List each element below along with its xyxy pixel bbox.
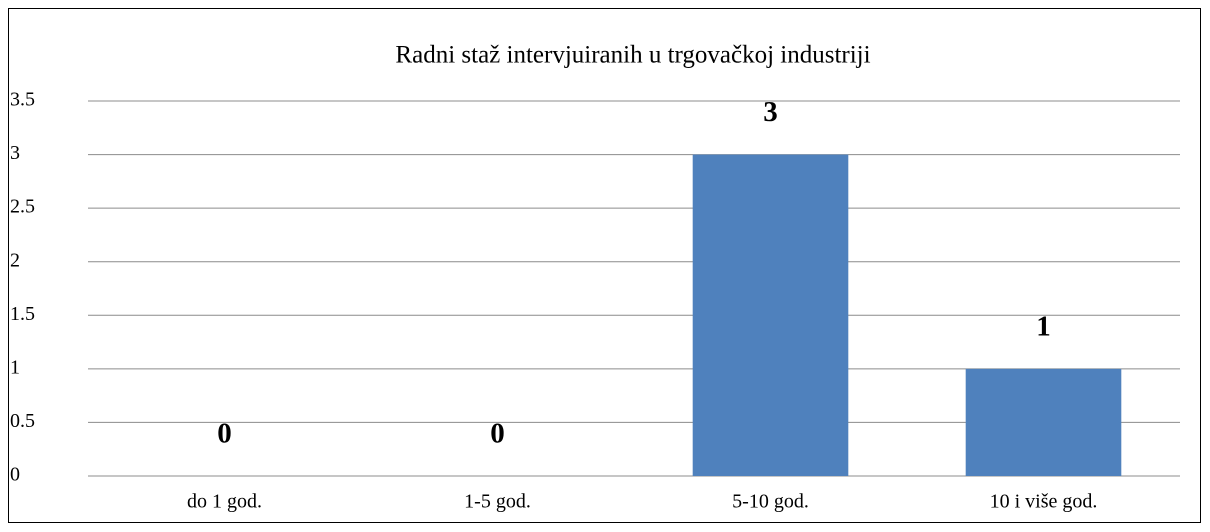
y-tick-label: 3.5: [10, 89, 35, 111]
y-tick-label: 0.5: [10, 410, 35, 432]
data-label: 3: [763, 96, 778, 128]
y-tick-label: 3: [10, 142, 20, 164]
x-tick-label: 5-10 god.: [732, 491, 809, 513]
bar: [965, 368, 1122, 476]
x-tick-label: 1-5 god.: [464, 491, 531, 513]
bar: [692, 154, 849, 477]
x-tick-label: do 1 god.: [187, 491, 262, 513]
x-tick-label: 10 i više god.: [990, 491, 1098, 513]
chart-title: Radni staž intervjuiranih u trgovačkoj i…: [395, 42, 870, 69]
y-tick-label: 1: [10, 356, 20, 378]
data-label: 0: [490, 418, 505, 450]
y-tick-label: 2: [10, 249, 20, 271]
data-label: 0: [217, 418, 232, 450]
data-label: 1: [1036, 311, 1051, 343]
y-tick-label: 0: [10, 464, 20, 486]
y-tick-label: 1.5: [10, 303, 35, 325]
y-tick-label: 2.5: [10, 196, 35, 218]
